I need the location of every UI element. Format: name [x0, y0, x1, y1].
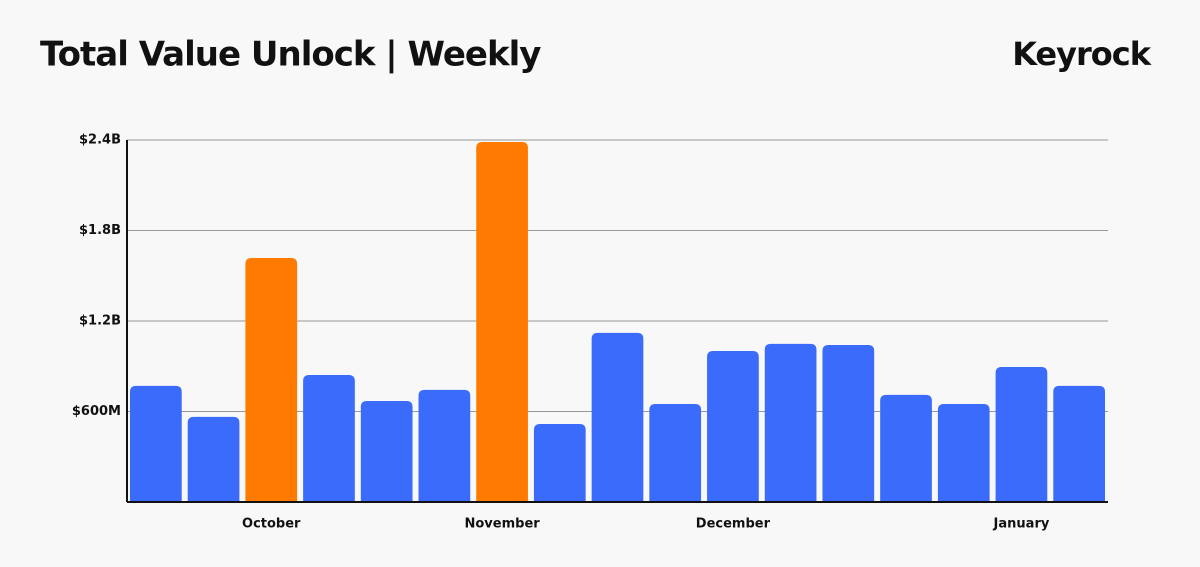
- bar: [822, 344, 875, 502]
- bar: [937, 403, 990, 502]
- bar: [360, 400, 413, 502]
- bar: [303, 374, 355, 502]
- bar: [476, 141, 528, 503]
- y-tick-label: $2.4B: [79, 133, 121, 148]
- bar: [880, 394, 932, 502]
- bar: [533, 424, 586, 502]
- y-tick-label: $1.8B: [79, 223, 121, 238]
- y-tick-label: $600M: [72, 404, 121, 419]
- bar: [591, 332, 644, 502]
- bar: [245, 257, 298, 502]
- x-tick-label: November: [464, 517, 540, 532]
- y-tick-label: $1.2B: [79, 314, 121, 329]
- x-tick-label: October: [242, 517, 301, 532]
- bar: [707, 351, 759, 502]
- bar: [649, 403, 702, 502]
- bar: [418, 389, 471, 502]
- bar: [1053, 385, 1105, 502]
- x-tick-label: January: [993, 517, 1050, 532]
- bar: [995, 367, 1048, 502]
- brand-logo: Keyrock: [1012, 35, 1152, 73]
- chart-title: Total Value Unlock | Weekly: [40, 35, 541, 75]
- bar: [764, 343, 817, 502]
- bar: [187, 416, 240, 502]
- x-tick-label: December: [696, 517, 771, 532]
- bar: [130, 385, 182, 502]
